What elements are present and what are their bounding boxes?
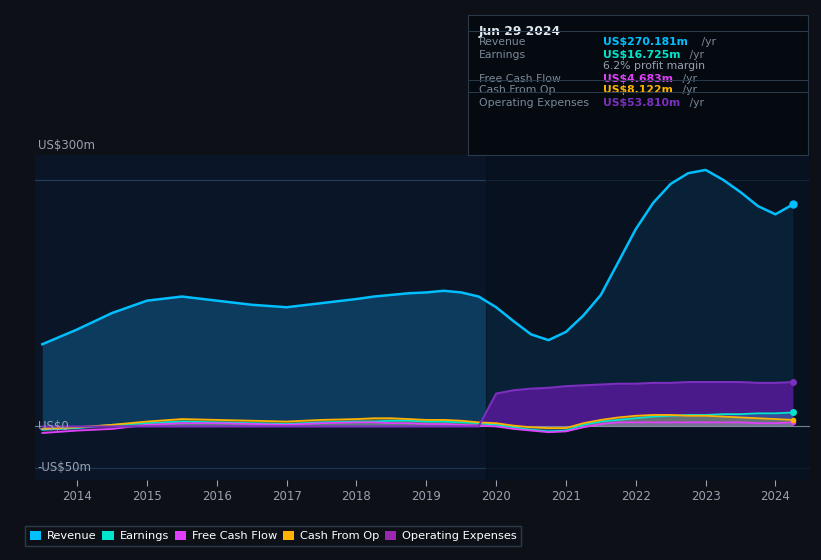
Text: Earnings: Earnings bbox=[479, 50, 525, 60]
Text: US$16.725m: US$16.725m bbox=[603, 50, 681, 60]
Text: US$270.181m: US$270.181m bbox=[603, 38, 688, 48]
Text: US$0: US$0 bbox=[38, 420, 68, 433]
Text: /yr: /yr bbox=[698, 38, 716, 48]
Text: -US$50m: -US$50m bbox=[38, 461, 92, 474]
Text: US$300m: US$300m bbox=[38, 139, 94, 152]
Text: /yr: /yr bbox=[679, 74, 697, 84]
Bar bbox=[486, 155, 818, 480]
Text: 6.2% profit margin: 6.2% profit margin bbox=[603, 62, 705, 72]
Text: Jun 29 2024: Jun 29 2024 bbox=[479, 25, 561, 38]
Text: /yr: /yr bbox=[686, 98, 704, 108]
Text: Operating Expenses: Operating Expenses bbox=[479, 98, 589, 108]
Text: /yr: /yr bbox=[686, 50, 704, 60]
Legend: Revenue, Earnings, Free Cash Flow, Cash From Op, Operating Expenses: Revenue, Earnings, Free Cash Flow, Cash … bbox=[25, 526, 521, 545]
Text: US$8.122m: US$8.122m bbox=[603, 85, 673, 95]
Text: Cash From Op: Cash From Op bbox=[479, 85, 555, 95]
Text: Free Cash Flow: Free Cash Flow bbox=[479, 74, 561, 84]
Text: US$4.683m: US$4.683m bbox=[603, 74, 673, 84]
Text: /yr: /yr bbox=[679, 85, 697, 95]
Text: Revenue: Revenue bbox=[479, 38, 526, 48]
Text: US$53.810m: US$53.810m bbox=[603, 98, 681, 108]
